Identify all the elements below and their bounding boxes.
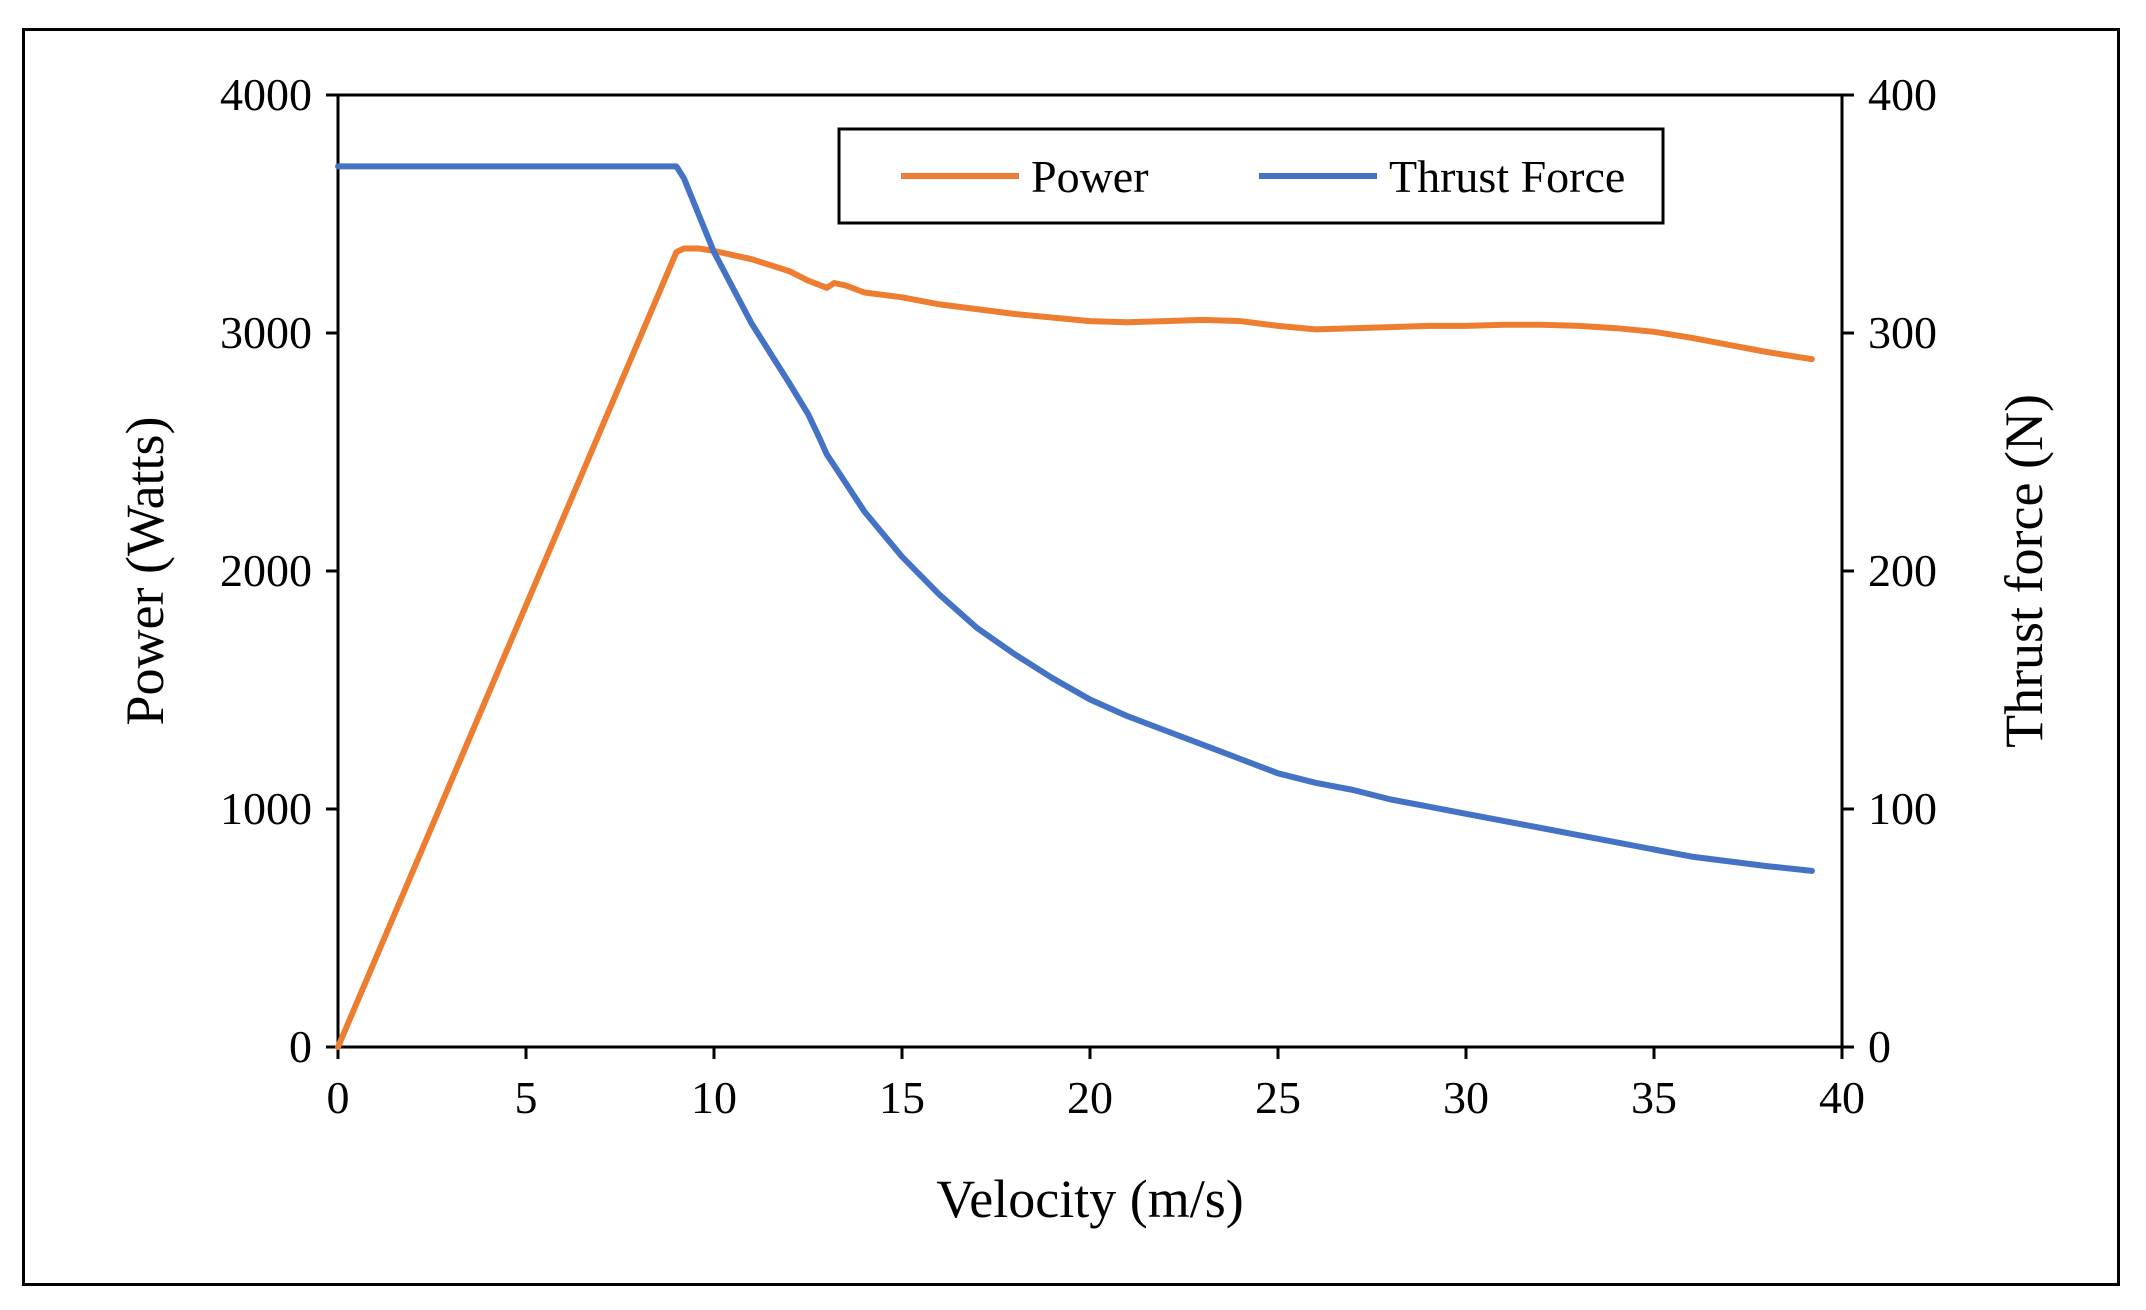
legend-label-thrust-force: Thrust Force	[1389, 151, 1625, 202]
right-y-axis-title: Thrust force (N)	[1994, 394, 2054, 748]
x-tick-label: 40	[1819, 1072, 1865, 1123]
x-tick-label: 5	[515, 1072, 538, 1123]
power-thrust-chart: 0 5 10 15 20 25 30 35 40010002000300040000100200…	[115, 69, 2054, 1229]
x-tick-label: 0	[327, 1072, 350, 1123]
chart-frame: 0 5 10 15 20 25 30 35 40 0 1000 2000 3000 4000 0 100 200…	[22, 28, 2120, 1286]
left-y-tick-label: 2000	[220, 545, 312, 596]
right-y-tick-label: 0	[1868, 1021, 1891, 1072]
legend: Power Thrust Force	[837, 127, 1665, 225]
right-y-tick-label: 400	[1868, 69, 1937, 120]
left-y-tick-label: 1000	[220, 783, 312, 834]
left-y-tick-label: 4000	[220, 69, 312, 120]
ticks: 0 5 10 15 20 25 30 35 40010002000300040000100200…	[220, 69, 1937, 1123]
right-y-tick-label: 200	[1868, 545, 1937, 596]
series-line-power	[335, 245, 1815, 1050]
x-tick-label: 25	[1255, 1072, 1301, 1123]
x-tick-label: 10	[691, 1072, 737, 1123]
left-y-axis-title: Power (Watts)	[115, 416, 175, 725]
left-y-tick-label: 3000	[220, 307, 312, 358]
x-tick-label: 15	[879, 1072, 925, 1123]
legend-label-power: Power	[1031, 151, 1149, 202]
x-axis-title: Velocity (m/s)	[936, 1169, 1243, 1229]
right-y-tick-label: 300	[1868, 307, 1937, 358]
series-line-thrust-force	[335, 163, 1815, 874]
series-layer	[335, 163, 1815, 1050]
left-y-tick-label: 0	[289, 1021, 312, 1072]
plot-area	[336, 93, 1844, 1049]
x-tick-label: 35	[1631, 1072, 1677, 1123]
right-y-tick-label: 100	[1868, 783, 1937, 834]
x-tick-label: 20	[1067, 1072, 1113, 1123]
x-tick-label: 30	[1443, 1072, 1489, 1123]
